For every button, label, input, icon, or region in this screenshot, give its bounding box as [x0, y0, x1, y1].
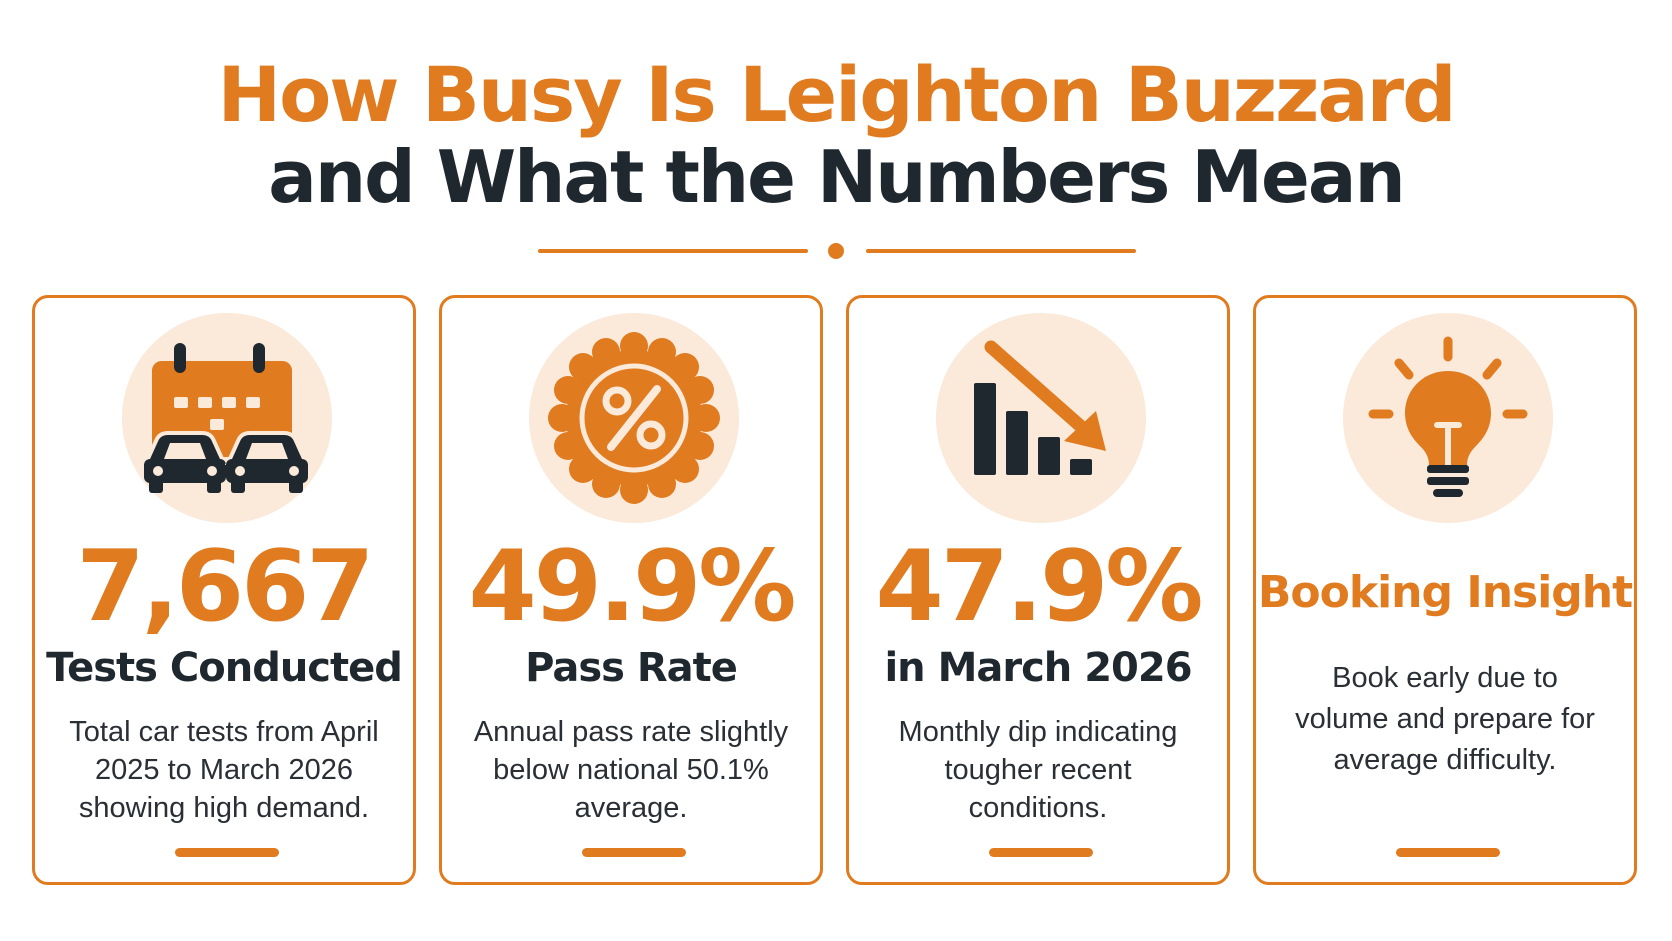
- calendar-cars-icon: [122, 313, 332, 523]
- stat-value: 7,667: [76, 530, 375, 644]
- card-accent-bar: [175, 848, 279, 857]
- page-title: How Busy Is Leighton Buzzard: [217, 50, 1456, 139]
- stat-description: Monthly dip indicating tougher recent co…: [898, 716, 1178, 824]
- stat-value: 49.9%: [468, 530, 797, 644]
- card-accent-bar: [1396, 848, 1500, 857]
- lightbulb-icon: [1343, 313, 1553, 523]
- declining-chart-icon: [936, 313, 1146, 523]
- stat-label: Pass Rate: [525, 645, 738, 691]
- page-subtitle: and What the Numbers Mean: [268, 135, 1405, 219]
- stat-description: Annual pass rate slightly below national…: [473, 716, 789, 824]
- stat-card-pass-rate: 49.9% Pass Rate Annual pass rate slightl…: [439, 295, 823, 885]
- insight-title: Booking Insight: [1257, 567, 1633, 618]
- stat-value: 47.9%: [875, 530, 1204, 644]
- stat-card-tests: 7,667 Tests Conducted Total car tests fr…: [32, 295, 416, 885]
- card-accent-bar: [582, 848, 686, 857]
- stat-label: in March 2026: [884, 645, 1192, 691]
- insight-description: Book early due to volume and prepare for…: [1295, 662, 1595, 776]
- stat-description: Total car tests from April 2025 to March…: [69, 716, 379, 824]
- title-divider-dot: [828, 243, 844, 259]
- title-divider-left: [538, 249, 808, 253]
- title-divider-right: [866, 249, 1136, 253]
- percent-badge-icon: [529, 313, 739, 523]
- card-accent-bar: [989, 848, 1093, 857]
- insight-card-booking: Booking Insight Book early due to volume…: [1253, 295, 1637, 885]
- stat-card-monthly: 47.9% in March 2026 Monthly dip indicati…: [846, 295, 1230, 885]
- stat-label: Tests Conducted: [46, 645, 403, 691]
